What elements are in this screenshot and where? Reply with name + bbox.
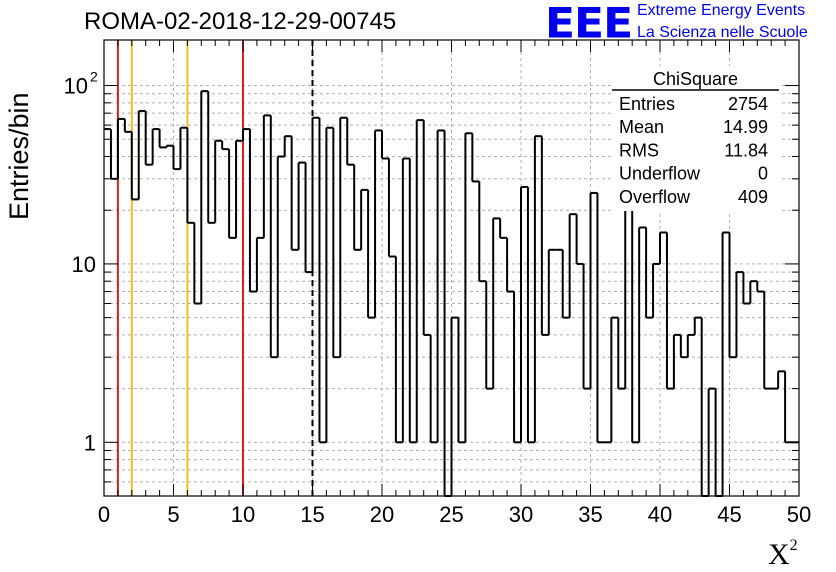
x-axis-label-exponent: 2 bbox=[789, 537, 798, 554]
logo-tagline-2: La Scienza nelle Scuole bbox=[637, 24, 808, 41]
stats-row-value: 409 bbox=[738, 187, 768, 207]
x-tick-label: 50 bbox=[787, 502, 811, 527]
x-tick-label: 5 bbox=[167, 502, 179, 527]
x-axis-label-base: X bbox=[768, 538, 790, 571]
run-title: ROMA-02-2018-12-29-00745 bbox=[84, 8, 397, 35]
x-tick-label: 20 bbox=[370, 502, 394, 527]
x-tick-label: 0 bbox=[98, 502, 110, 527]
y-tick-label: 10 bbox=[72, 252, 96, 277]
y-tick-exponent: 2 bbox=[90, 69, 98, 85]
stats-row-value: 14.99 bbox=[723, 117, 768, 137]
y-tick-label: 10 bbox=[64, 74, 88, 99]
stats-row-value: 2754 bbox=[728, 94, 768, 114]
x-tick-label: 35 bbox=[578, 502, 602, 527]
stats-row-label: Entries bbox=[619, 94, 675, 114]
reference-lines bbox=[116, 40, 314, 496]
stats-row-label: Mean bbox=[619, 117, 664, 137]
stats-row-label: RMS bbox=[619, 140, 659, 160]
x-tick-label: 30 bbox=[509, 502, 533, 527]
x-tick-label: 45 bbox=[717, 502, 741, 527]
stats-row-label: Overflow bbox=[619, 187, 691, 207]
x-tick-label: 10 bbox=[231, 502, 255, 527]
histogram bbox=[104, 90, 799, 497]
x-tick-label: 25 bbox=[439, 502, 463, 527]
stats-row-value: 11.84 bbox=[724, 140, 768, 160]
stats-row-label: Underflow bbox=[619, 164, 701, 184]
x-axis-label: X2 bbox=[768, 537, 798, 572]
y-tick-label: 1 bbox=[84, 430, 96, 455]
stats-title: ChiSquare bbox=[653, 69, 738, 89]
x-tick-label: 40 bbox=[648, 502, 672, 527]
stats-box: ChiSquare Entries 2754 Mean 14.99 RMS 11.84 Und… bbox=[612, 66, 779, 211]
logo-tagline-1: Extreme Energy Events bbox=[637, 2, 806, 19]
stats-row-value: 0 bbox=[758, 164, 768, 184]
x-tick-label: 15 bbox=[300, 502, 324, 527]
